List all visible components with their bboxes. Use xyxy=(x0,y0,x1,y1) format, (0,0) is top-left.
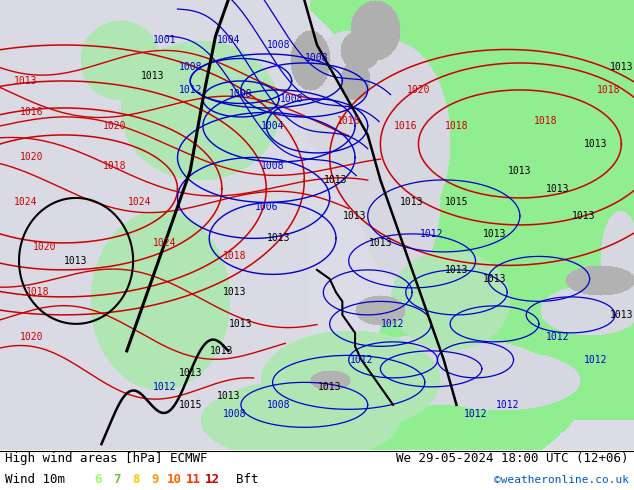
Text: 1012: 1012 xyxy=(178,85,202,95)
Text: 1008: 1008 xyxy=(261,161,285,172)
Text: We 29-05-2024 18:00 UTC (12+06): We 29-05-2024 18:00 UTC (12+06) xyxy=(396,452,629,465)
Text: 1012: 1012 xyxy=(495,400,519,410)
Text: 1008: 1008 xyxy=(267,400,291,410)
Text: 1013: 1013 xyxy=(64,256,88,266)
Text: 1013: 1013 xyxy=(229,319,253,329)
Text: 9: 9 xyxy=(152,473,159,486)
Text: 8: 8 xyxy=(133,473,140,486)
Text: 1001: 1001 xyxy=(153,35,177,46)
Text: 1013: 1013 xyxy=(178,368,202,378)
Text: 1004: 1004 xyxy=(261,121,285,131)
Text: 1006: 1006 xyxy=(254,202,278,212)
Text: 1020: 1020 xyxy=(20,332,44,343)
Text: 1018: 1018 xyxy=(26,287,50,297)
Text: 1020: 1020 xyxy=(20,152,44,163)
Text: 1013: 1013 xyxy=(368,238,392,248)
Text: 1013: 1013 xyxy=(508,166,532,176)
Text: 1012: 1012 xyxy=(419,229,443,239)
Text: 1013: 1013 xyxy=(324,175,348,185)
Text: 1013: 1013 xyxy=(584,139,608,149)
Text: 1013: 1013 xyxy=(609,310,633,320)
Text: 1013: 1013 xyxy=(318,382,342,392)
Text: 1018: 1018 xyxy=(102,161,126,172)
Text: ©weatheronline.co.uk: ©weatheronline.co.uk xyxy=(494,474,629,485)
Text: 1013: 1013 xyxy=(444,265,469,275)
Text: 7: 7 xyxy=(113,473,121,486)
Text: 6: 6 xyxy=(94,473,102,486)
Text: 1013: 1013 xyxy=(571,211,595,221)
Text: 1012: 1012 xyxy=(381,319,405,329)
Text: 1024: 1024 xyxy=(13,197,37,207)
Text: 1012: 1012 xyxy=(546,332,570,343)
Text: 1018: 1018 xyxy=(597,85,621,95)
Text: 1012: 1012 xyxy=(153,382,177,392)
Text: 1018: 1018 xyxy=(444,121,469,131)
Text: 1018: 1018 xyxy=(223,251,247,261)
Text: 1013: 1013 xyxy=(210,346,234,356)
Text: 11: 11 xyxy=(186,473,201,486)
Text: 1016: 1016 xyxy=(20,107,44,118)
Text: 1024: 1024 xyxy=(153,238,177,248)
Text: 1013: 1013 xyxy=(140,72,164,81)
Text: Bft: Bft xyxy=(236,473,259,486)
Text: 1018: 1018 xyxy=(533,117,557,126)
Text: 1004: 1004 xyxy=(216,35,240,46)
Text: Wind 10m: Wind 10m xyxy=(5,473,65,486)
Text: 1013: 1013 xyxy=(546,184,570,194)
Text: 1008: 1008 xyxy=(305,53,329,64)
Text: 1013: 1013 xyxy=(343,211,367,221)
Text: 1015: 1015 xyxy=(444,197,469,207)
Text: 1008: 1008 xyxy=(178,62,202,73)
Text: 1013: 1013 xyxy=(223,287,247,297)
Text: 12: 12 xyxy=(205,473,220,486)
Text: 1012: 1012 xyxy=(584,355,608,365)
Text: 1024: 1024 xyxy=(127,197,152,207)
Text: 1020: 1020 xyxy=(102,121,126,131)
Text: 1008: 1008 xyxy=(267,40,291,50)
Text: 1015: 1015 xyxy=(178,400,202,410)
Text: 1013: 1013 xyxy=(13,76,37,86)
Text: 1016: 1016 xyxy=(394,121,418,131)
Text: 1013: 1013 xyxy=(267,233,291,244)
Text: 10: 10 xyxy=(167,473,182,486)
Text: 1020: 1020 xyxy=(406,85,430,95)
Text: 1013: 1013 xyxy=(482,229,507,239)
Text: High wind areas [hPa] ECMWF: High wind areas [hPa] ECMWF xyxy=(5,452,207,465)
Text: 1008: 1008 xyxy=(280,94,304,104)
Text: 1020: 1020 xyxy=(32,243,56,252)
Text: 1012: 1012 xyxy=(349,355,373,365)
Text: 1008: 1008 xyxy=(229,90,253,99)
Text: 1013: 1013 xyxy=(482,274,507,284)
Text: 1012: 1012 xyxy=(463,409,488,419)
Text: 1008: 1008 xyxy=(223,409,247,419)
Text: 1018: 1018 xyxy=(337,117,361,126)
Text: 1013: 1013 xyxy=(400,197,424,207)
Text: 1013: 1013 xyxy=(216,391,240,401)
Text: 1013: 1013 xyxy=(609,62,633,73)
